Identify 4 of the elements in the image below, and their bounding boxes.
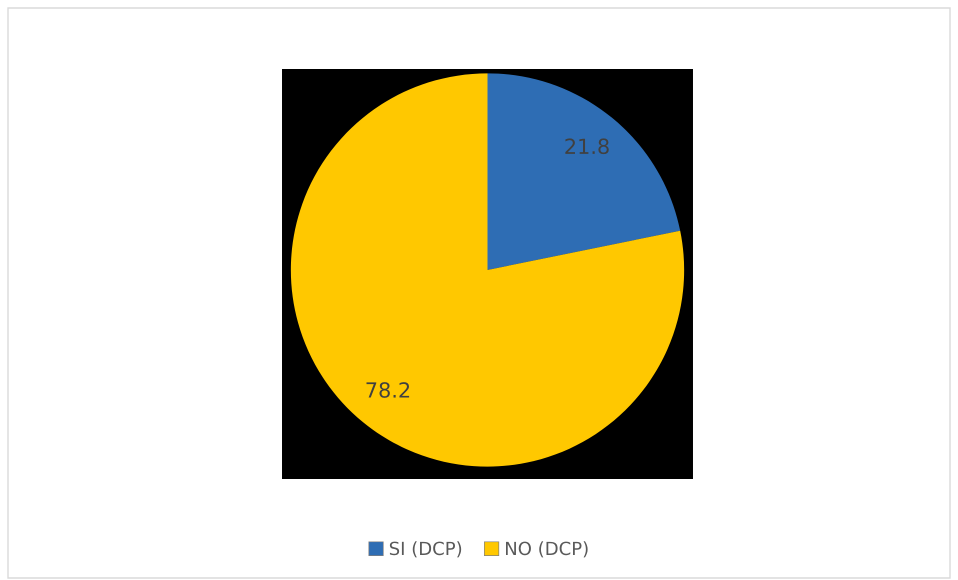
legend-label: NO (DCP) [506,541,588,558]
legend-label: SI (DCP) [390,541,462,558]
data-label: 78.2 [366,382,410,398]
data-label: 21.8 [565,138,609,154]
